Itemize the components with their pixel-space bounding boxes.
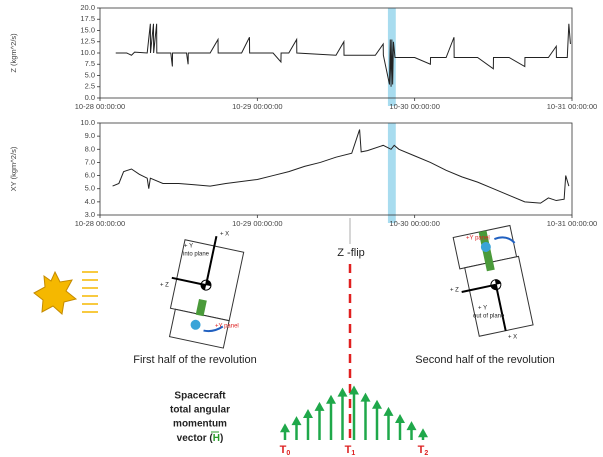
y-tick-label: 5.0	[85, 184, 95, 193]
time-letter: T	[280, 444, 287, 456]
momentum-arrows	[280, 385, 428, 440]
left-y-label: + Y	[184, 244, 193, 250]
time-sub: 0	[286, 450, 290, 457]
y-tick-label: 20.0	[80, 3, 95, 12]
y-tick-label: 10.0	[80, 48, 95, 57]
data-line	[112, 129, 570, 204]
arrow-head	[395, 414, 405, 423]
y-tick-label: 2.5	[85, 82, 95, 91]
arrow-head	[383, 406, 394, 416]
vector-symbol: H	[213, 433, 220, 444]
arrow-head	[291, 416, 302, 426]
time-label: T2	[418, 444, 429, 457]
momentum-line: Spacecraft	[174, 391, 226, 402]
arrow-head	[406, 421, 417, 431]
x-tick-label: 10-28 00:00:00	[75, 219, 125, 228]
sun-rays	[82, 271, 98, 313]
left-z-label: + Z	[160, 283, 169, 289]
left-panel-label: +Y panel	[215, 324, 239, 330]
vector-suffix: )	[220, 433, 223, 444]
plot-frame	[99, 122, 573, 216]
vector-prefix: vector (	[177, 433, 214, 444]
y-tick-label: 3.0	[85, 210, 95, 219]
right-y-note: out of plane	[473, 314, 505, 320]
right-spacecraft	[452, 224, 534, 337]
arrow-head	[418, 428, 428, 438]
right-z-label: + Z	[450, 288, 459, 294]
arrow-head	[337, 387, 348, 397]
arrow-head	[349, 385, 359, 395]
arrow-head	[372, 399, 382, 409]
x-tick-label: 10-29 00:00:00	[232, 219, 282, 228]
y-tick-label: 6.0	[85, 171, 95, 180]
highlight-band	[387, 123, 396, 223]
time-sub: 2	[424, 450, 428, 457]
time-letter: T	[345, 444, 352, 456]
time-sub: 1	[351, 450, 355, 457]
x-tick-label: 10-29 00:00:00	[232, 102, 282, 111]
y-axis-title: XY (kgm^2/s)	[9, 146, 18, 191]
data-line	[115, 23, 571, 87]
right-x-label: + X	[508, 335, 517, 341]
arrow-head	[360, 392, 371, 402]
momentum-vector: vector (H)	[177, 433, 224, 444]
left-x-label: + X	[220, 232, 229, 238]
time-label: T0	[280, 444, 291, 457]
arrow-head	[280, 423, 290, 433]
y-tick-label: 17.5	[80, 14, 95, 23]
x-tick-label: 10-31 00:00:00	[547, 102, 597, 111]
left-y-note: into plane	[183, 252, 210, 258]
left-spacecraft	[168, 235, 245, 349]
x-tick-label: 10-31 00:00:00	[547, 219, 597, 228]
y-tick-label: 5.0	[85, 70, 95, 79]
flip-label: Z -flip	[337, 247, 365, 259]
first-half-caption: First half of the revolution	[133, 354, 257, 366]
second-half-caption: Second half of the revolution	[415, 354, 554, 366]
y-tick-label: 8.0	[85, 144, 95, 153]
y-tick-label: 0.0	[85, 93, 95, 102]
momentum-line: total angular	[170, 405, 230, 416]
right-panel-label: +Y panel	[466, 236, 490, 242]
right-y-label: + Y	[478, 306, 487, 312]
y-tick-label: 7.0	[85, 157, 95, 166]
y-axis-title: Z (kgm^2/s)	[9, 33, 18, 73]
y-tick-label: 15.0	[80, 25, 95, 34]
y-tick-label: 12.5	[80, 37, 95, 46]
x-tick-label: 10-30 00:00:00	[389, 102, 439, 111]
time-letter: T	[418, 444, 425, 456]
arrow-head	[326, 394, 336, 404]
x-tick-label: 10-28 00:00:00	[75, 102, 125, 111]
momentum-line: momentum	[173, 419, 227, 430]
y-tick-label: 10.0	[80, 118, 95, 127]
arrow-head	[303, 409, 313, 419]
arrow-head	[314, 401, 325, 411]
time-label: T1	[345, 444, 356, 457]
y-tick-label: 9.0	[85, 131, 95, 140]
y-tick-label: 4.0	[85, 197, 95, 206]
sun	[33, 270, 78, 315]
y-tick-label: 7.5	[85, 59, 95, 68]
x-tick-label: 10-30 00:00:00	[389, 219, 439, 228]
